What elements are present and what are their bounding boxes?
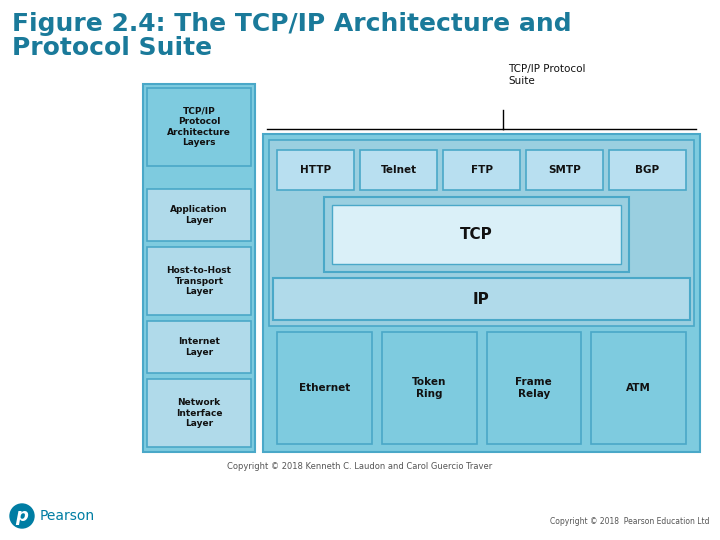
Text: Pearson: Pearson (40, 509, 95, 523)
Text: TCP/IP
Protocol
Architecture
Layers: TCP/IP Protocol Architecture Layers (167, 107, 231, 147)
Text: TCP: TCP (460, 227, 493, 242)
Bar (382, 332, 477, 444)
Text: p: p (16, 507, 28, 525)
Bar (147, 379, 251, 447)
Bar (591, 332, 686, 444)
Bar (609, 150, 686, 190)
Text: Internet
Layer: Internet Layer (178, 338, 220, 357)
Bar (269, 140, 694, 326)
Text: Frame
Relay: Frame Relay (516, 377, 552, 399)
Bar (273, 278, 690, 320)
Text: IP: IP (473, 292, 490, 307)
Text: ATM: ATM (626, 383, 651, 393)
Text: Copyright © 2018  Pearson Education Ltd: Copyright © 2018 Pearson Education Ltd (551, 517, 710, 526)
Text: SMTP: SMTP (548, 165, 581, 175)
Text: FTP: FTP (470, 165, 492, 175)
Bar (324, 197, 629, 272)
Text: HTTP: HTTP (300, 165, 331, 175)
Text: Token
Ring: Token Ring (412, 377, 446, 399)
Bar (332, 205, 621, 264)
Text: BGP: BGP (636, 165, 660, 175)
Bar (443, 150, 520, 190)
Bar (526, 150, 603, 190)
Text: TCP/IP Protocol
Suite: TCP/IP Protocol Suite (508, 64, 586, 86)
Bar (147, 247, 251, 315)
Bar (277, 150, 354, 190)
Bar (143, 84, 255, 452)
Text: Application
Layer: Application Layer (170, 205, 228, 225)
Bar (487, 332, 581, 444)
Text: Telnet: Telnet (380, 165, 417, 175)
Bar (147, 189, 251, 241)
Text: Copyright © 2018 Kenneth C. Laudon and Carol Guercio Traver: Copyright © 2018 Kenneth C. Laudon and C… (228, 462, 492, 471)
Text: Figure 2.4: The TCP/IP Architecture and: Figure 2.4: The TCP/IP Architecture and (12, 12, 572, 36)
Bar (277, 332, 372, 444)
Bar (360, 150, 437, 190)
Circle shape (10, 504, 34, 528)
Bar (263, 134, 700, 452)
Text: Host-to-Host
Transport
Layer: Host-to-Host Transport Layer (166, 266, 232, 296)
Bar (147, 321, 251, 373)
Text: Network
Interface
Layer: Network Interface Layer (176, 398, 222, 428)
Bar (147, 88, 251, 166)
Text: Protocol Suite: Protocol Suite (12, 36, 212, 60)
Text: Ethernet: Ethernet (299, 383, 350, 393)
